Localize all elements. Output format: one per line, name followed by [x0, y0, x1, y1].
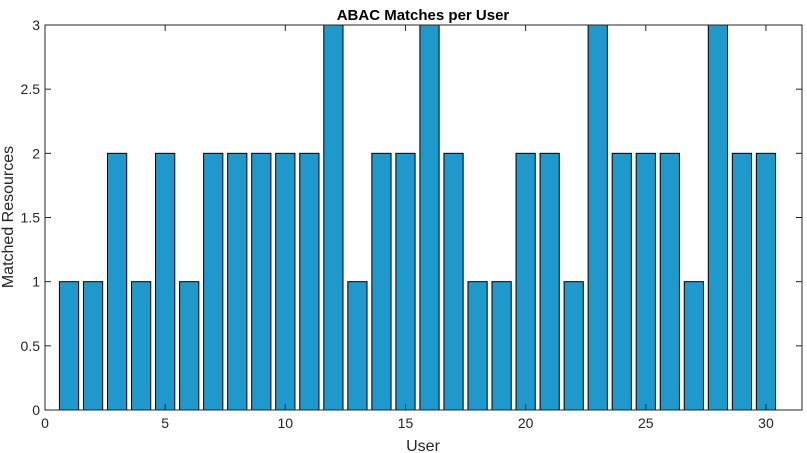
x-tick-label: 15 — [398, 415, 414, 431]
bar-user-23 — [587, 24, 608, 411]
bar-user-5 — [155, 152, 176, 411]
x-axis-ticks: 0 5 10 15 20 25 30 — [41, 25, 774, 431]
bar-user-21 — [539, 152, 560, 411]
bar-user-1 — [58, 281, 80, 411]
bar-user-28 — [707, 24, 729, 411]
y-tick-label: 0 — [32, 402, 40, 418]
x-axis-label: User — [406, 438, 440, 453]
bar-user-2 — [82, 281, 104, 411]
x-tick-label: 30 — [758, 415, 774, 431]
bar-user-26 — [659, 152, 680, 411]
bar-user-22 — [563, 281, 584, 411]
bars-group — [58, 24, 777, 411]
y-tick-label: 3 — [32, 17, 40, 33]
bar-user-7 — [203, 152, 224, 411]
bar-user-10 — [275, 152, 296, 411]
bar-user-30 — [755, 152, 777, 411]
bar-user-8 — [227, 152, 248, 411]
x-tick-label: 5 — [161, 415, 169, 431]
x-tick-label: 20 — [518, 415, 534, 431]
x-tick-label: 0 — [41, 415, 49, 431]
y-axis-label: Matched Resources — [0, 146, 17, 288]
y-tick-label: 1 — [32, 274, 40, 290]
bar-user-13 — [347, 281, 368, 411]
x-tick-label: 10 — [278, 415, 294, 431]
bar-user-18 — [467, 281, 488, 411]
y-tick-label: 0.5 — [21, 338, 41, 354]
bar-user-24 — [611, 152, 632, 411]
bar-user-12 — [323, 24, 344, 411]
bar-user-16 — [419, 24, 440, 411]
bar-user-19 — [491, 281, 512, 411]
bar-user-29 — [731, 152, 753, 411]
bar-user-25 — [635, 152, 656, 411]
x-tick-label: 25 — [638, 415, 654, 431]
y-tick-label: 1.5 — [21, 210, 41, 226]
y-axis-ticks: 0 0.5 1 1.5 2 2.5 3 — [21, 17, 802, 418]
y-tick-label: 2.5 — [21, 81, 41, 97]
bar-user-14 — [371, 152, 392, 411]
bar-user-17 — [443, 152, 464, 411]
bar-user-27 — [683, 281, 704, 411]
bar-user-11 — [299, 152, 320, 411]
bar-user-20 — [515, 152, 536, 411]
bar-user-3 — [106, 152, 128, 411]
bar-user-9 — [251, 152, 272, 411]
bar-user-4 — [131, 281, 152, 411]
y-tick-label: 2 — [32, 145, 40, 161]
chart-title: ABAC Matches per User — [337, 7, 510, 24]
bar-user-6 — [179, 281, 200, 411]
bar-user-15 — [395, 152, 416, 411]
